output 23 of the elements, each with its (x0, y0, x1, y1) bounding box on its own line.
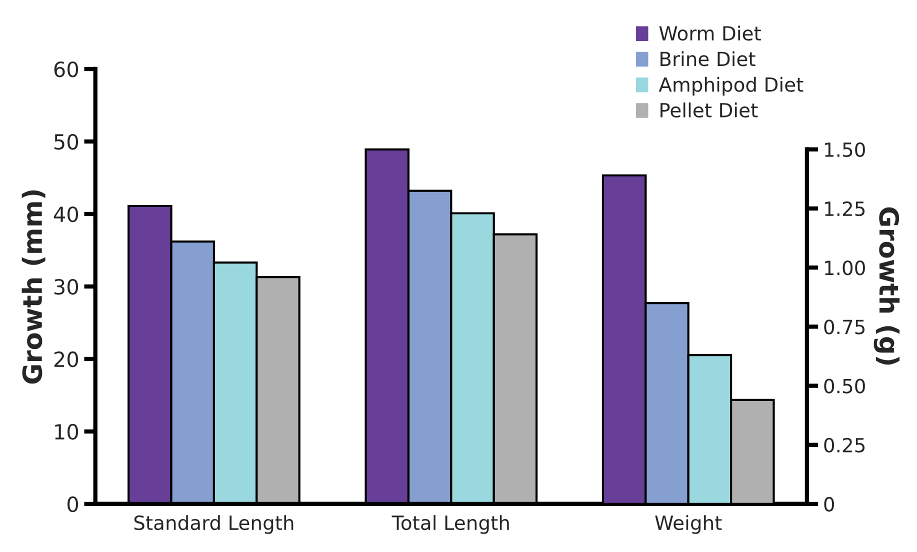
y-tick-label: 60 (54, 61, 78, 78)
y2-tick-label: 0.50 (824, 378, 865, 394)
legend-label: Pellet Diet (660, 102, 758, 118)
y-tick-label: 10 (55, 424, 78, 440)
legend-label: Amphipod Diet (658, 76, 804, 96)
x-tick-label: Standard Length (134, 515, 294, 534)
y-tick-label: 30 (54, 278, 78, 295)
x-tick-label: Total Length (392, 515, 509, 534)
y2-tick-label: 1.25 (825, 201, 865, 216)
legend-label: Worm Diet (659, 26, 761, 41)
y2-tick-label: 0.25 (824, 438, 865, 453)
y2-tick-label: 0.75 (824, 320, 865, 334)
y-tick-label: 0 (68, 496, 78, 512)
y2-axis-title: Growth (g) (874, 207, 900, 365)
legend-label: Brine Diet (660, 51, 756, 66)
y-tick-label: 40 (54, 206, 78, 222)
y-tick-label: 20 (54, 351, 78, 368)
y2-tick-label: 0 (824, 496, 834, 512)
y-axis-title: Growth (mm) (22, 190, 46, 384)
y2-tick-label: 1.50 (825, 142, 865, 158)
y-tick-label: 50 (54, 134, 78, 150)
x-tick-label: Weight (655, 515, 722, 534)
y2-tick-label: 1.00 (825, 260, 865, 276)
